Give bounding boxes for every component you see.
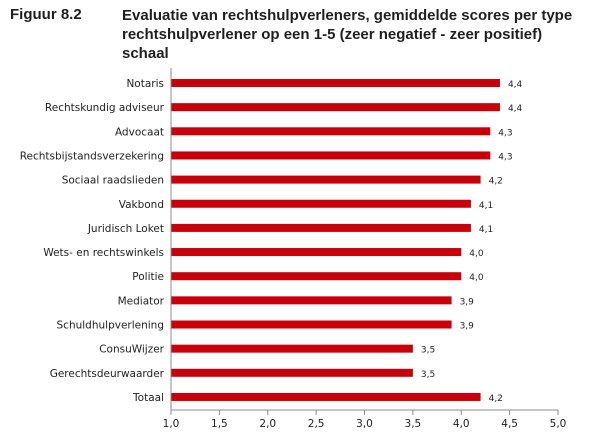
category-label: Wets- en rechtswinkels (43, 247, 164, 259)
category-label: Totaal (132, 392, 164, 404)
category-label: Rechtskundig adviseur (45, 102, 165, 114)
x-tick-label: 3,5 (405, 418, 422, 430)
bar (171, 344, 413, 353)
x-axis: 1,0 1,5 2,0 2,5 3,0 3,5 4,0 4,5 5,0 (163, 68, 567, 430)
bar (171, 175, 481, 184)
value-label: 4,3 (498, 128, 512, 138)
bar (171, 368, 413, 377)
category-label: Mediator (118, 295, 165, 307)
chart-title: Evaluatie van rechtshulpverleners, gemid… (122, 7, 573, 62)
value-label: 4,1 (479, 201, 493, 211)
value-label: 4,4 (508, 104, 523, 114)
x-tick-label: 1,5 (211, 418, 228, 430)
value-label: 4,2 (489, 394, 503, 404)
bar (171, 79, 500, 87)
value-label: 3,5 (421, 370, 435, 380)
category-label: Advocaat (115, 126, 164, 138)
bar (171, 320, 452, 329)
bar (171, 248, 462, 257)
bar (171, 127, 491, 136)
value-label: 4,2 (489, 177, 503, 187)
x-tick-label: 1,0 (163, 418, 180, 430)
bar (171, 151, 491, 160)
value-label: 3,9 (460, 297, 475, 307)
value-label: 4,0 (469, 249, 484, 259)
x-tick-label: 3,0 (356, 418, 373, 430)
x-tick-label: 4,5 (501, 418, 518, 430)
value-label: 4,1 (479, 225, 493, 235)
labels-layer: Notaris 4,4 Rechtskundig adviseur 4,4 Advoca… (20, 78, 523, 404)
category-label: Juridisch Loket (87, 223, 164, 235)
bar (171, 296, 452, 305)
figure-label: Figuur 8.2 (10, 6, 82, 23)
value-label: 4,4 (508, 80, 523, 90)
x-tick-label: 2,5 (308, 418, 325, 430)
category-label: Schuldhulpverlening (57, 320, 164, 332)
bar (171, 392, 481, 401)
bar (171, 272, 462, 281)
category-label: Vakbond (119, 199, 164, 211)
x-tick-label: 4,0 (453, 418, 470, 430)
category-label: Notaris (126, 78, 164, 90)
x-tick-label: 2,0 (259, 418, 276, 430)
category-label: Politie (132, 271, 164, 283)
category-label: Sociaal raadslieden (62, 175, 164, 187)
value-label: 4,3 (498, 152, 512, 162)
value-label: 3,5 (421, 346, 435, 356)
category-label: Gerechtsdeurwaarder (50, 368, 165, 380)
x-tick-label: 5,0 (550, 418, 567, 430)
value-label: 3,9 (460, 322, 475, 332)
bar (171, 199, 471, 208)
category-label: Rechtsbijstandsverzekering (20, 150, 164, 162)
bars-layer (171, 79, 500, 401)
bar (171, 223, 471, 232)
bar (171, 103, 500, 112)
category-label: ConsuWijzer (99, 344, 164, 356)
value-label: 4,0 (469, 273, 484, 283)
